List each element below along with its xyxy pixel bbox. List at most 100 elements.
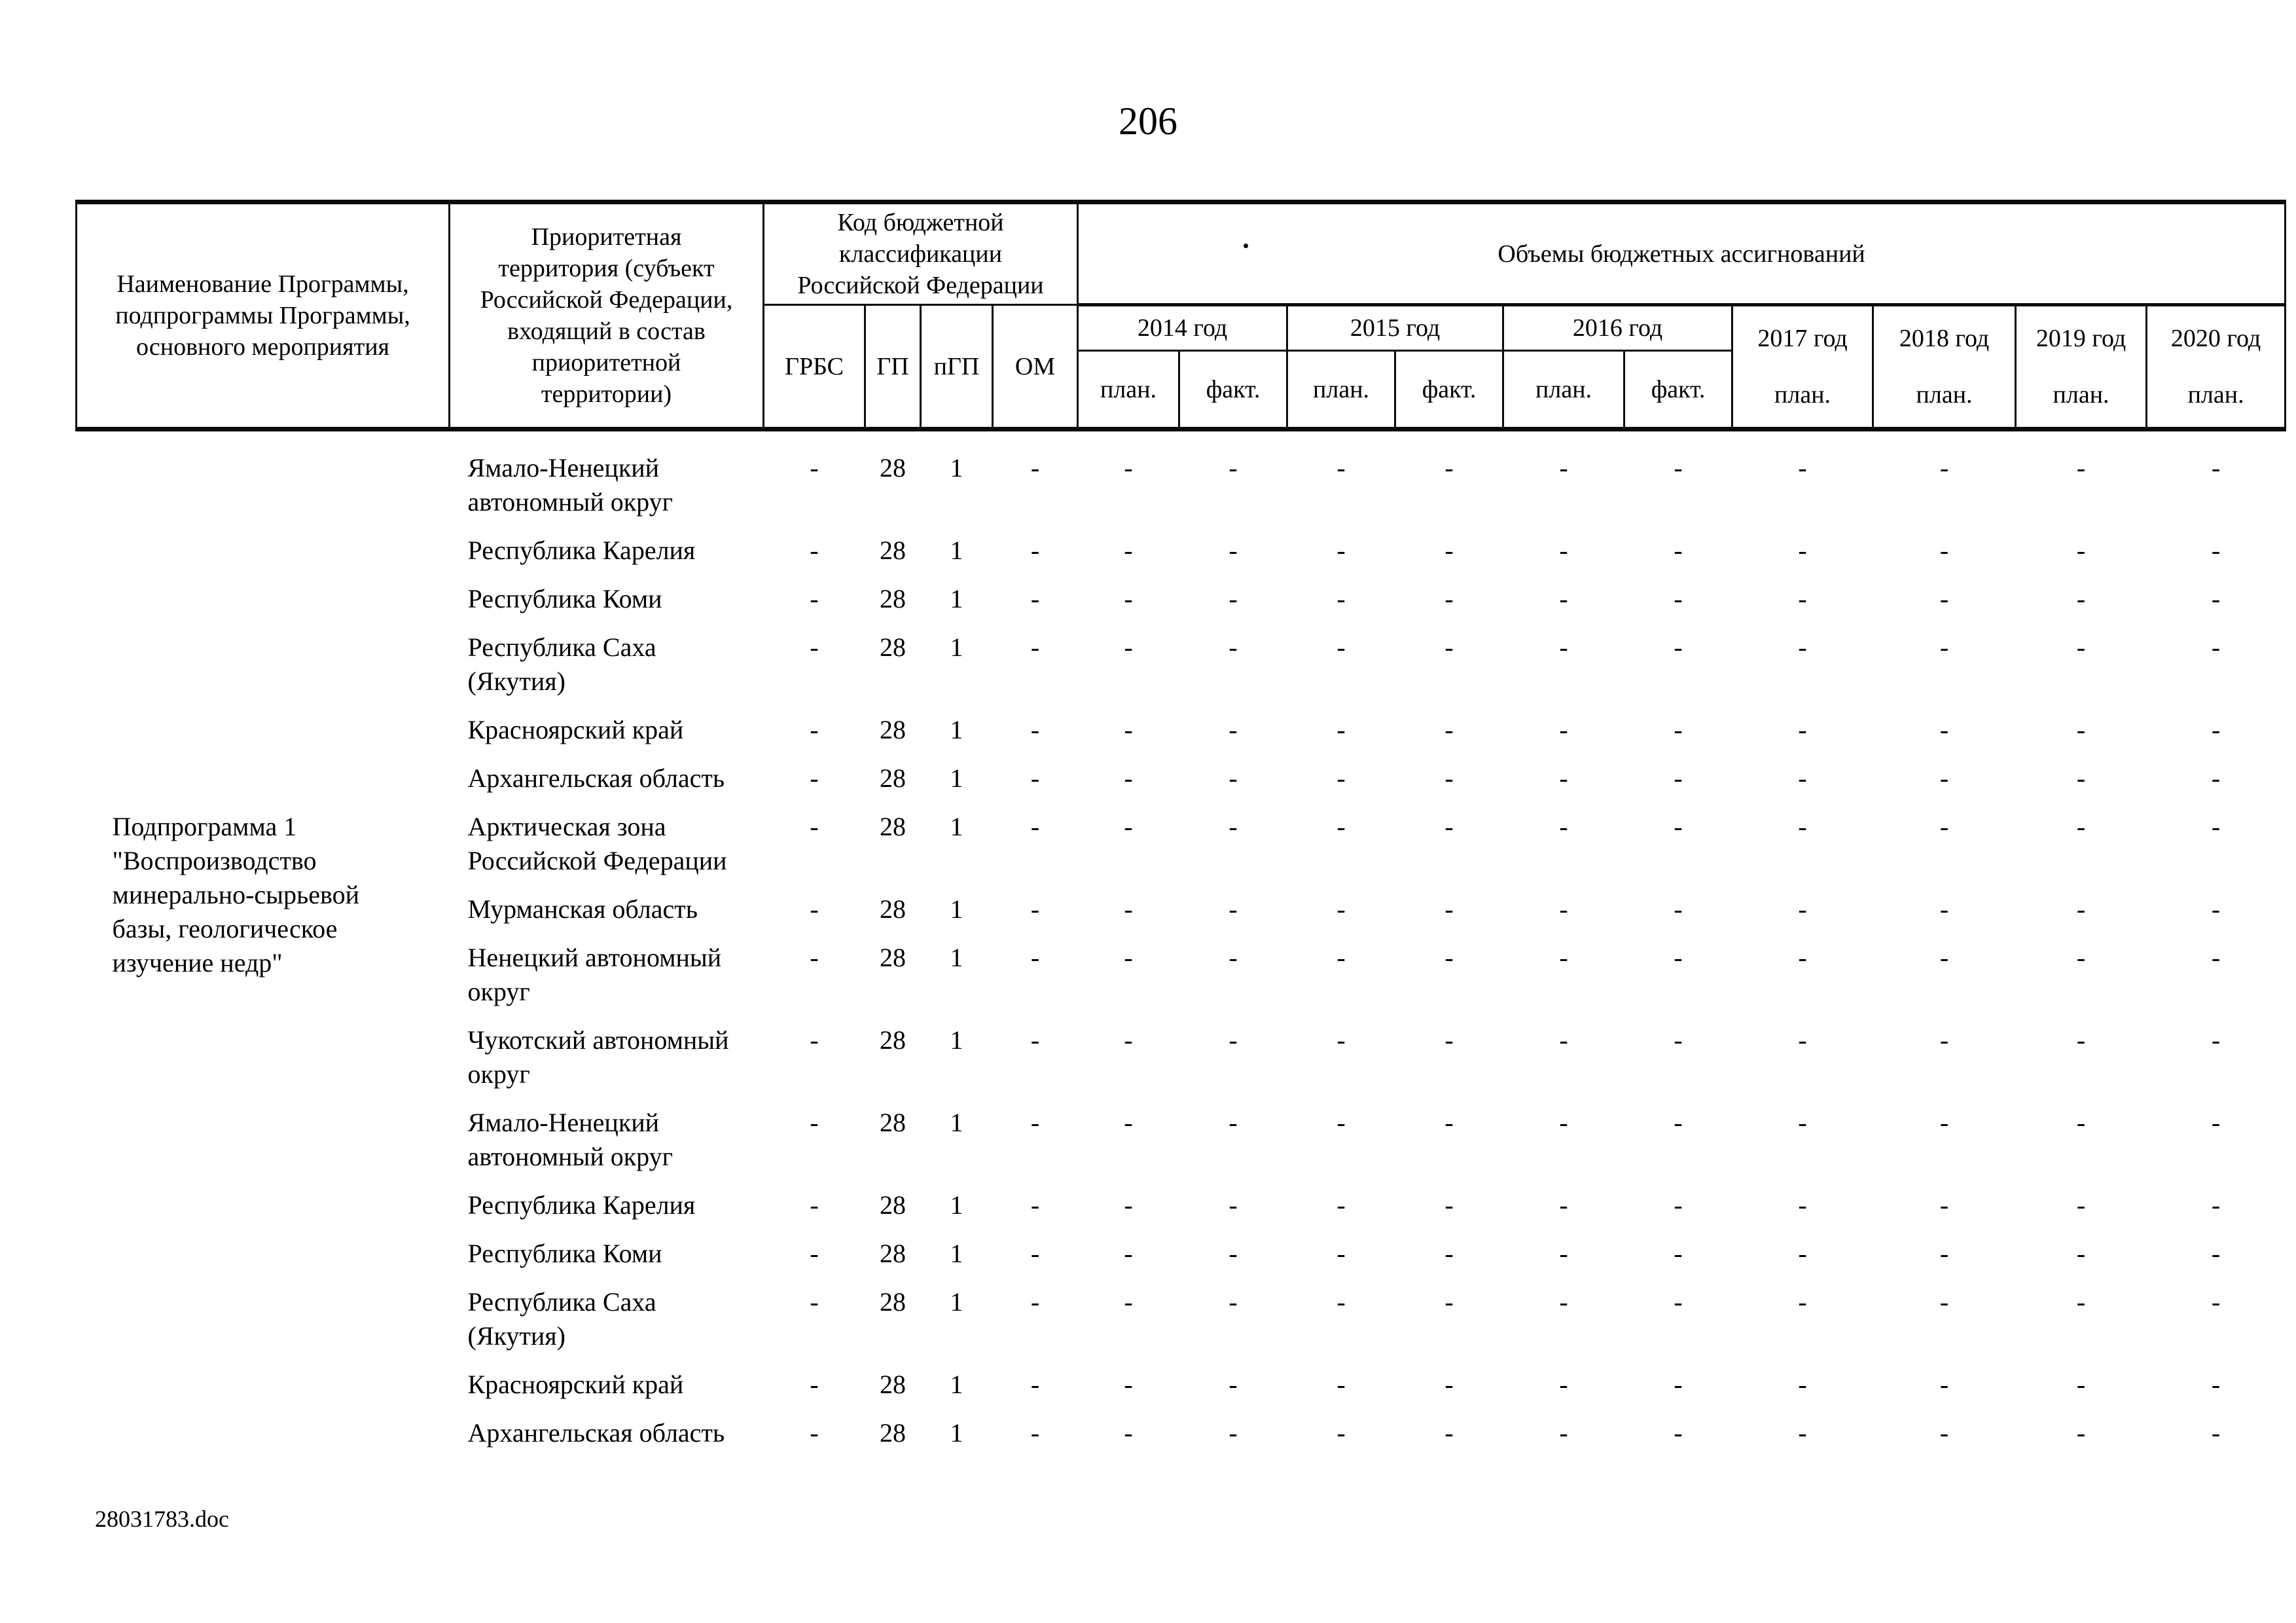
value-cell: -: [1444, 1108, 1454, 1137]
grbs-cell: -: [810, 812, 819, 841]
header-volumes: Объемы бюджетных ассигнований: [1077, 200, 2287, 306]
value-cell: -: [1559, 632, 1568, 662]
pgp-cell: 1: [950, 943, 963, 972]
value-cell: -: [1444, 1025, 1454, 1055]
value-cell: -: [1559, 715, 1568, 744]
table-row: Мурманская область - 28 1 - - - - - - - - - - -: [77, 892, 2286, 941]
value-cell: -: [1559, 1190, 1568, 1220]
table-row: Республика Коми - 28 1 - - - - - - - - - - -: [77, 1237, 2286, 1285]
pgp-cell: 1: [950, 894, 963, 924]
value-cell: -: [1559, 763, 1568, 793]
value-cell: -: [1559, 1025, 1568, 1055]
territory-cell: Архангельская область: [467, 763, 725, 793]
gp-cell: 28: [880, 812, 906, 841]
header-year-2016: 2016 год: [1502, 304, 1734, 352]
territory-cell: Республика Карелия: [467, 536, 696, 565]
value-cell: -: [1444, 536, 1454, 565]
value-cell: -: [1559, 1239, 1568, 1268]
value-cell: -: [1798, 812, 1807, 841]
value-cell: -: [2211, 453, 2221, 483]
value-cell: -: [1444, 1370, 1454, 1399]
value-cell: -: [1336, 453, 1346, 483]
table-row: Республика Саха (Якутия) - 28 1 - - - - - - - - - - -: [77, 630, 2286, 713]
value-cell: -: [2211, 894, 2221, 924]
value-cell: -: [1798, 584, 1807, 613]
value-cell: -: [1444, 632, 1454, 662]
value-cell: -: [1674, 1287, 1683, 1317]
value-cell: -: [1559, 1287, 1568, 1317]
pgp-cell: 1: [950, 1108, 963, 1137]
value-cell: -: [1939, 1239, 1949, 1268]
value-cell: -: [1336, 943, 1346, 972]
value-cell: -: [1798, 1190, 1807, 1220]
value-cell: -: [1798, 536, 1807, 565]
value-cell: -: [1674, 1025, 1683, 1055]
om-cell: -: [1030, 943, 1040, 972]
value-cell: -: [2211, 1025, 2221, 1055]
om-cell: -: [1030, 763, 1040, 793]
value-cell: -: [1124, 763, 1133, 793]
header-gp: ГП: [864, 304, 922, 431]
gp-cell: 28: [880, 1287, 906, 1317]
value-cell: -: [1798, 1287, 1807, 1317]
footer-filename: 28031783.doc: [95, 1506, 229, 1532]
pgp-cell: 1: [950, 812, 963, 841]
gp-cell: 28: [880, 894, 906, 924]
grbs-cell: -: [810, 1418, 819, 1448]
grbs-cell: -: [810, 1025, 819, 1055]
header-om: ОМ: [991, 304, 1079, 431]
program-label-cell: Подпрограмма 1 "Воспроизводство минераль…: [112, 812, 360, 977]
pgp-cell: 1: [950, 715, 963, 744]
territory-cell: Мурманская область: [467, 894, 698, 924]
header-2014-plan: план.: [1077, 350, 1181, 431]
header-program-name: Наименование Программы, подпрограммы Про…: [75, 200, 450, 431]
value-cell: -: [1798, 943, 1807, 972]
value-cell: -: [1444, 1190, 1454, 1220]
value-cell: -: [1674, 1418, 1683, 1448]
value-cell: -: [1674, 894, 1683, 924]
om-cell: -: [1030, 453, 1040, 483]
header-year-2015: 2015 год: [1286, 304, 1505, 352]
grbs-cell: -: [810, 453, 819, 483]
value-cell: -: [1124, 1025, 1133, 1055]
value-cell: -: [1939, 584, 1949, 613]
value-cell: -: [1229, 1190, 1238, 1220]
pgp-cell: 1: [950, 632, 963, 662]
header-year-2019-plan: 2019 год план.: [2015, 304, 2148, 431]
grbs-cell: -: [810, 715, 819, 744]
om-cell: -: [1030, 584, 1040, 613]
gp-cell: 28: [880, 1370, 906, 1399]
pgp-cell: 1: [950, 1418, 963, 1448]
value-cell: -: [1336, 894, 1346, 924]
value-cell: -: [1798, 1418, 1807, 1448]
value-cell: -: [1939, 1287, 1949, 1317]
value-cell: -: [1939, 894, 1949, 924]
value-cell: -: [1229, 812, 1238, 841]
om-cell: -: [1030, 1025, 1040, 1055]
grbs-cell: -: [810, 1190, 819, 1220]
value-cell: -: [1559, 894, 1568, 924]
value-cell: -: [1798, 1370, 1807, 1399]
table-row: Ямало-Ненецкий автономный округ - 28 1 - - - - -…: [77, 1106, 2286, 1188]
value-cell: -: [1798, 453, 1807, 483]
value-cell: -: [1559, 584, 1568, 613]
value-cell: -: [1939, 1108, 1949, 1137]
grbs-cell: -: [810, 894, 819, 924]
om-cell: -: [1030, 1108, 1040, 1137]
value-cell: -: [1336, 536, 1346, 565]
value-cell: -: [1674, 812, 1683, 841]
value-cell: -: [1798, 632, 1807, 662]
territory-cell: Чукотский автономный округ: [467, 1025, 729, 1089]
value-cell: -: [1939, 1370, 1949, 1399]
header-year-2020-plan: 2020 год план.: [2145, 304, 2287, 431]
value-cell: -: [1229, 1370, 1238, 1399]
territory-cell: Ямало-Ненецкий автономный округ: [467, 453, 673, 517]
value-cell: -: [2211, 1108, 2221, 1137]
value-cell: -: [1124, 943, 1133, 972]
value-cell: -: [2076, 1370, 2086, 1399]
value-cell: -: [1124, 584, 1133, 613]
value-cell: -: [1674, 1370, 1683, 1399]
gp-cell: 28: [880, 1025, 906, 1055]
pgp-cell: 1: [950, 1239, 963, 1268]
value-cell: -: [1559, 1108, 1568, 1137]
